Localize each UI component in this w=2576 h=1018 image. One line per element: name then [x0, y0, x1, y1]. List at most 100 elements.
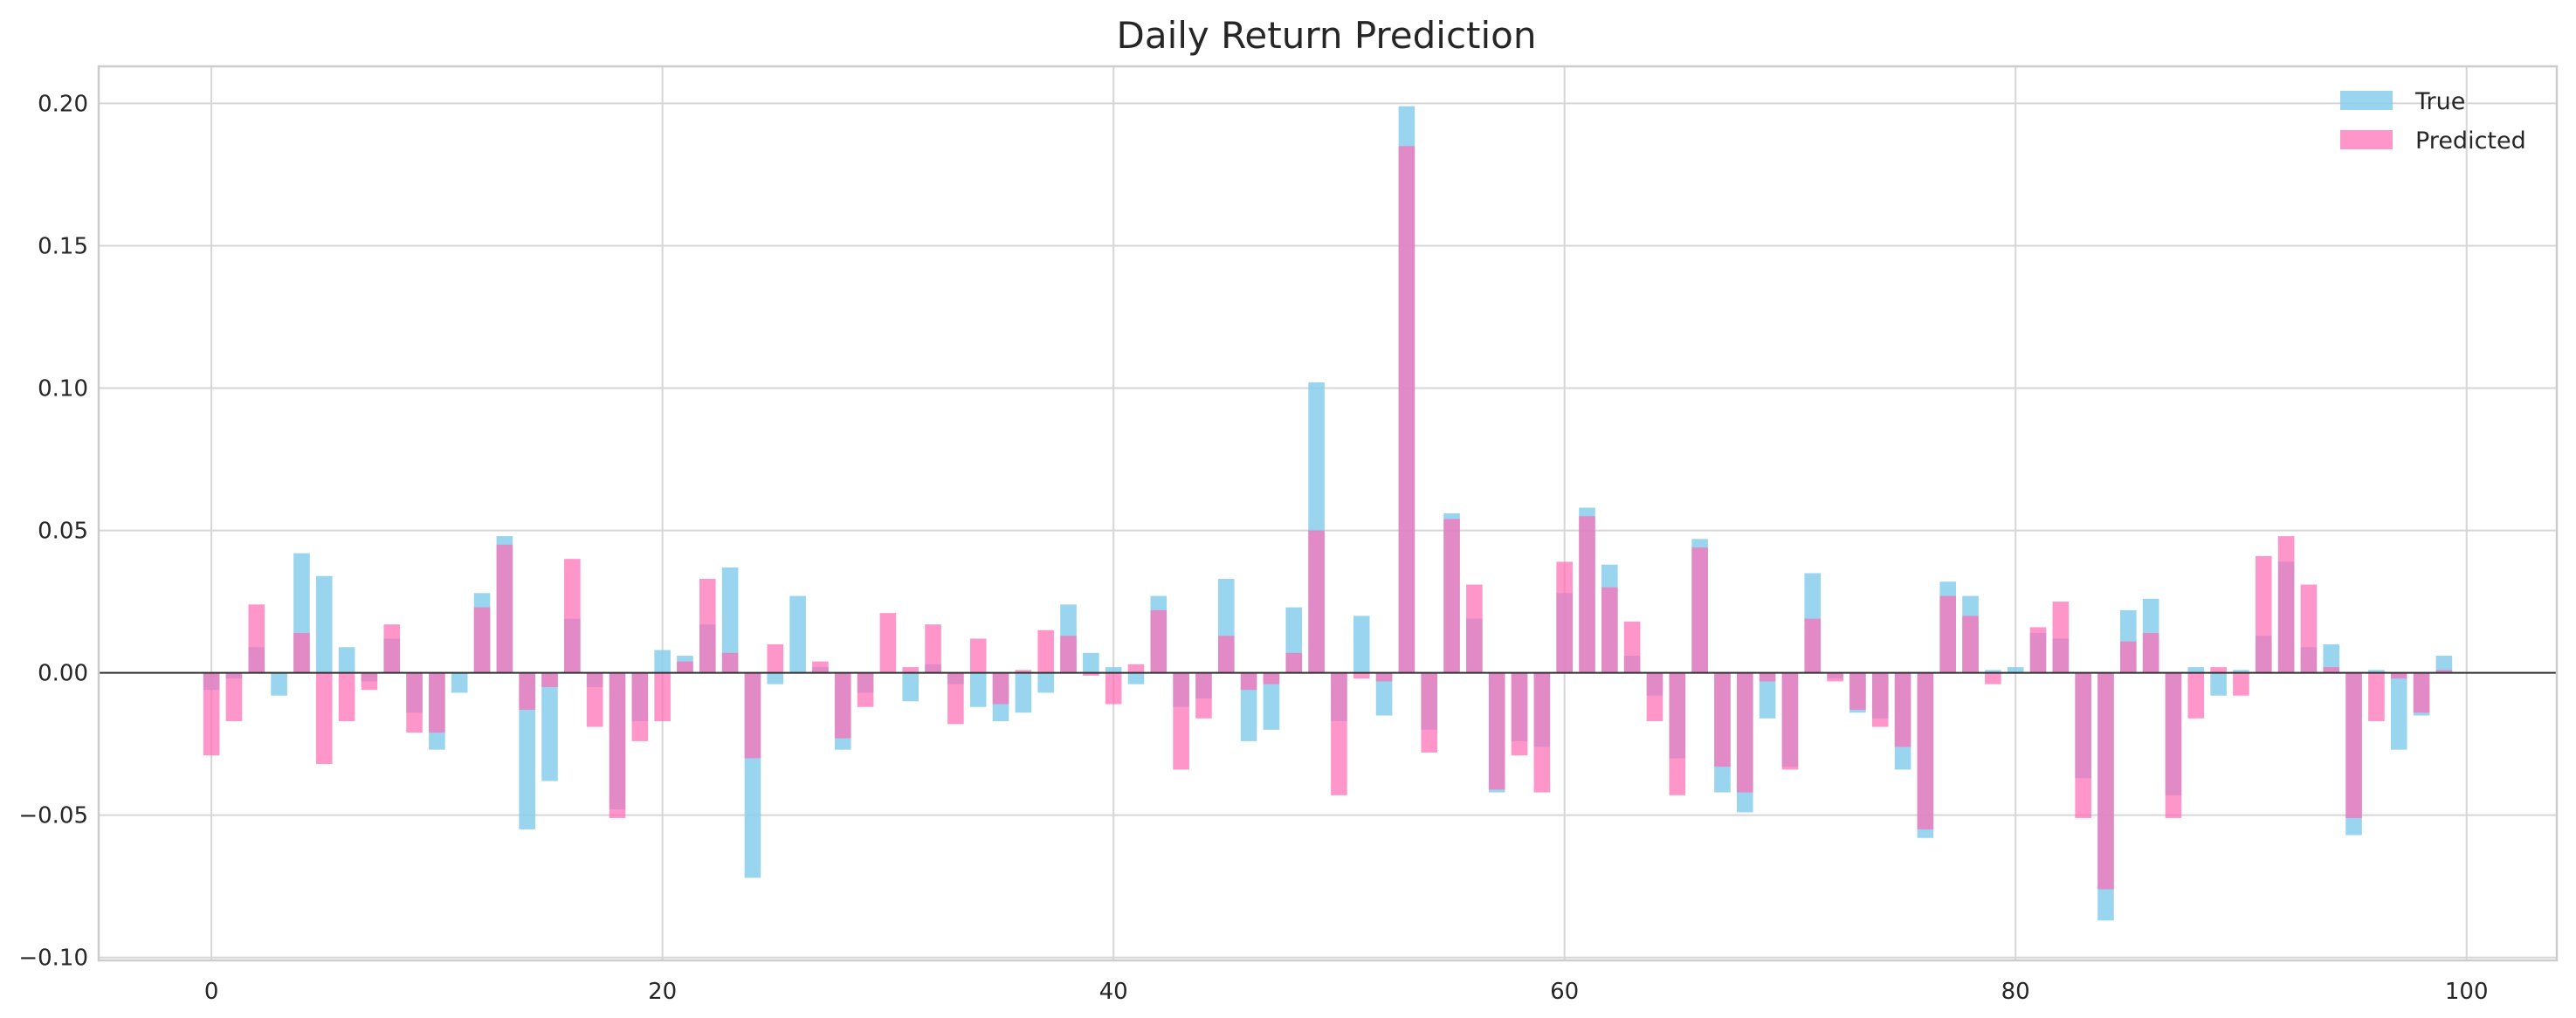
y-tick-label: 0.20 — [38, 91, 88, 117]
bar-predicted — [721, 652, 739, 673]
bar-predicted — [2210, 667, 2227, 673]
bar-predicted — [2255, 555, 2272, 673]
bar-predicted — [1015, 670, 1032, 673]
x-tick-label: 100 — [2445, 979, 2489, 1005]
bar-true — [1353, 616, 1370, 673]
bar-predicted — [1781, 672, 1799, 770]
bar-predicted — [315, 672, 333, 764]
bar-predicted — [902, 667, 920, 673]
bar-predicted — [2187, 672, 2205, 719]
bar-true — [721, 567, 739, 673]
bars — [203, 106, 2453, 921]
bar-predicted — [1150, 609, 1167, 673]
bar-predicted — [969, 638, 987, 673]
bar-predicted — [2368, 672, 2385, 722]
bar-predicted — [2233, 672, 2249, 696]
bar-predicted — [1917, 672, 1934, 829]
bar-predicted — [293, 632, 310, 673]
bar-predicted — [677, 661, 693, 673]
bar-predicted — [2052, 602, 2070, 673]
bar-predicted — [406, 672, 423, 733]
tick-labels: −0.10 −0.05 0.00 0.05 0.10 0.15 0.20 0 20 40 60 80 1… — [18, 91, 2488, 1005]
chart-title: Daily Return Prediction — [1117, 14, 1537, 57]
bar-true — [1105, 667, 1122, 673]
bar-predicted — [767, 644, 784, 673]
bar-predicted — [248, 604, 265, 673]
bar-predicted — [1962, 616, 1979, 673]
bar-predicted — [2435, 670, 2453, 673]
bar-predicted — [2390, 672, 2407, 679]
bar-true — [1127, 672, 1145, 684]
bar-predicted — [1556, 561, 1573, 673]
legend-swatch-predicted — [2340, 130, 2393, 149]
bar-predicted — [1217, 636, 1235, 673]
bar-true — [519, 672, 535, 829]
bar-true — [767, 672, 784, 684]
bar-predicted — [1871, 672, 1889, 727]
bar-predicted — [1827, 672, 1843, 682]
bar-predicted — [2413, 672, 2430, 713]
bar-true — [2233, 670, 2249, 673]
bar-true — [541, 672, 558, 781]
bar-predicted — [1353, 672, 1370, 679]
bar-predicted — [2300, 584, 2318, 673]
bar-predicted — [1985, 672, 2001, 684]
bar-true — [2187, 667, 2205, 673]
bar-predicted — [1466, 584, 1483, 673]
y-tick-label: 0.05 — [38, 519, 88, 545]
bar-true — [654, 650, 671, 673]
bar-predicted — [1083, 672, 1099, 676]
bar-predicted — [2075, 672, 2091, 818]
bar-predicted — [812, 661, 829, 673]
bar-predicted — [519, 672, 535, 711]
bar-predicted — [654, 672, 671, 722]
bar-predicted — [383, 624, 401, 673]
bar-true — [271, 672, 287, 696]
bar-predicted — [1037, 629, 1054, 673]
bar-predicted — [744, 672, 761, 759]
bar-predicted — [2165, 672, 2182, 818]
grid — [99, 66, 2557, 960]
bar-predicted — [1804, 618, 1822, 673]
bar-predicted — [225, 672, 243, 722]
bar-predicted — [2345, 672, 2362, 818]
bar-true — [1375, 672, 1393, 716]
bar-true — [1263, 672, 1280, 730]
bar-predicted — [1285, 652, 1303, 673]
bar-predicted — [1105, 672, 1122, 705]
bar-true — [1985, 670, 2001, 673]
y-tick-label: 0.00 — [38, 661, 88, 687]
x-tick-label: 60 — [1550, 979, 1579, 1005]
bar-predicted — [203, 672, 220, 756]
bar-true — [2210, 672, 2227, 696]
legend: True Predicted — [2340, 88, 2526, 155]
bar-predicted — [2323, 667, 2340, 673]
bar-predicted — [1511, 672, 1528, 756]
bar-predicted — [564, 559, 581, 673]
series-predicted — [203, 146, 2453, 890]
bar-predicted — [1714, 672, 1731, 767]
bar-predicted — [1759, 672, 1776, 682]
bar-predicted — [1691, 547, 1708, 673]
bar-predicted — [1421, 672, 1438, 753]
bar-predicted — [609, 672, 626, 818]
legend-label-predicted: Predicted — [2415, 127, 2526, 155]
bar-predicted — [1173, 672, 1189, 770]
bar-predicted — [2120, 641, 2137, 673]
bar-predicted — [1240, 672, 1257, 691]
bar-predicted — [1669, 672, 1686, 795]
bar-predicted — [586, 672, 603, 727]
bar-predicted — [338, 672, 355, 722]
bar-true — [789, 595, 806, 673]
bar-true — [338, 647, 355, 673]
bar-true — [2368, 670, 2385, 673]
bar-predicted — [2029, 627, 2047, 673]
bar-true — [1037, 672, 1054, 693]
bar-predicted — [925, 624, 941, 673]
bar-predicted — [2277, 536, 2295, 673]
bar-predicted — [947, 672, 964, 725]
bar-predicted — [1375, 672, 1393, 682]
bar-predicted — [541, 672, 558, 687]
bar-predicted — [1894, 672, 1911, 747]
